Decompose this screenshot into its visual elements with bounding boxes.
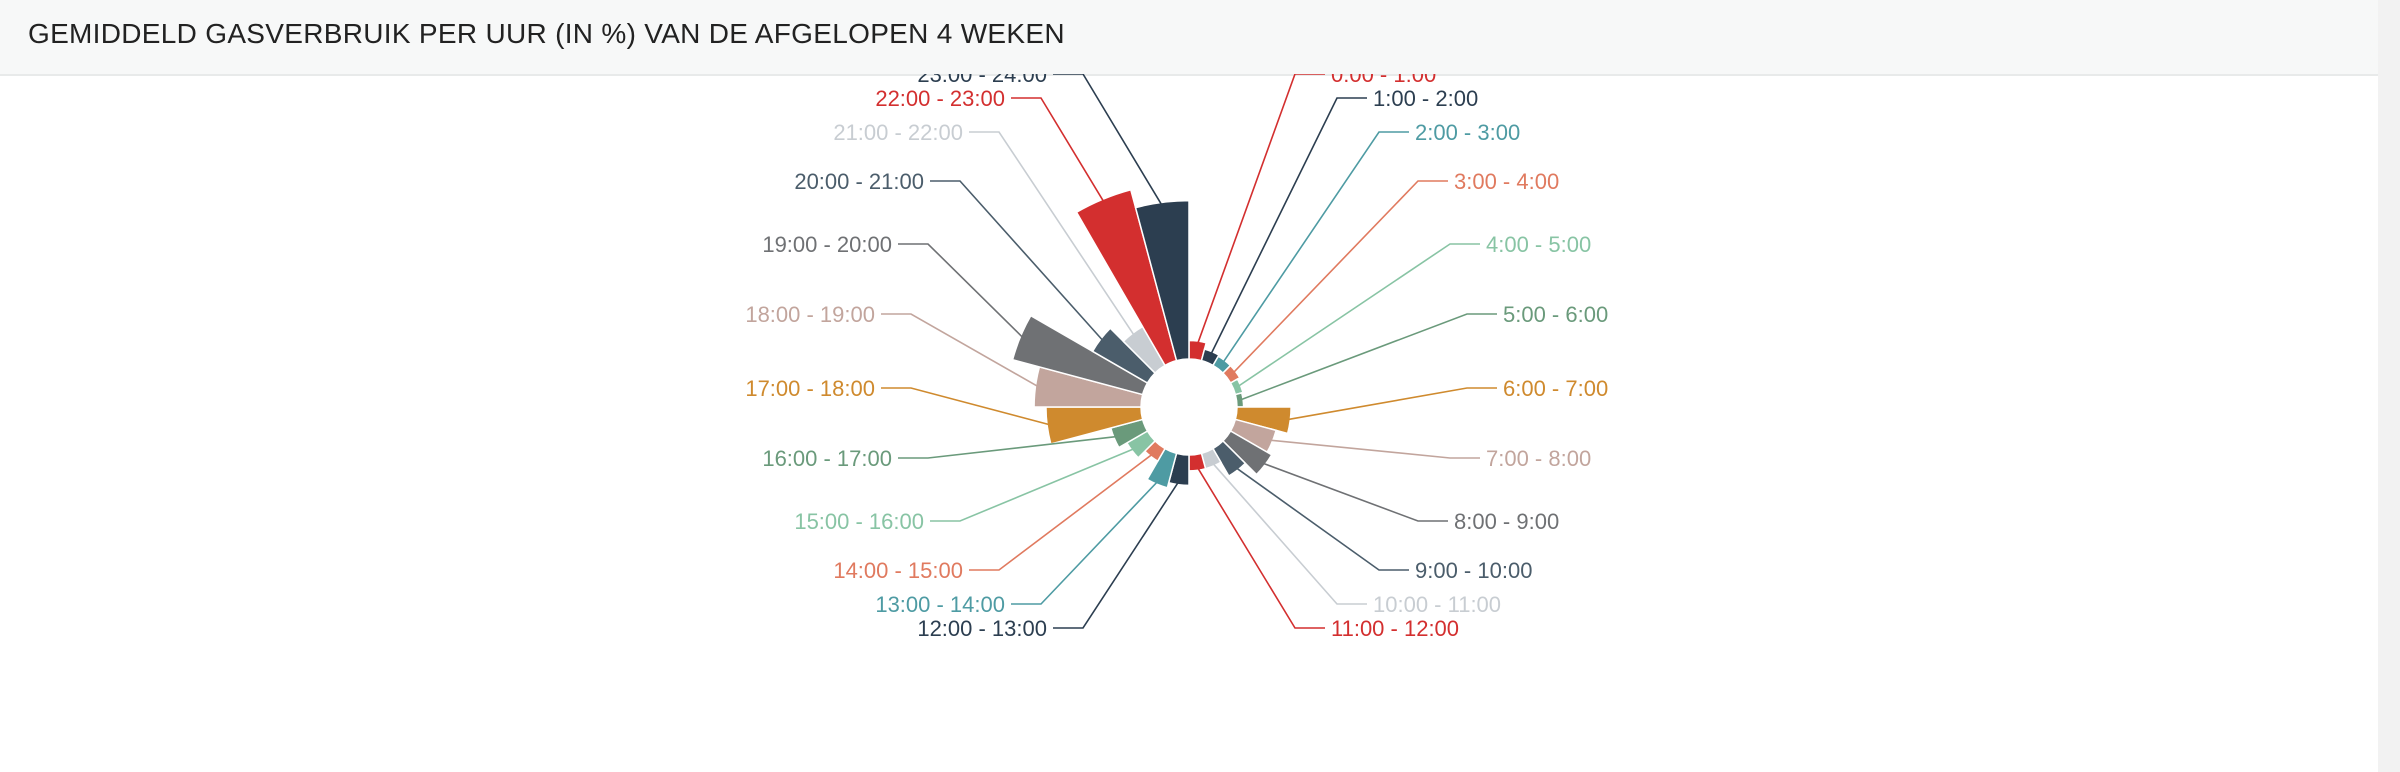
leader-line-14 xyxy=(969,452,1154,571)
leader-line-9 xyxy=(1234,466,1409,571)
leader-line-20 xyxy=(930,180,1105,343)
slice-label-0: 0:00 - 1:00 xyxy=(1331,74,1436,87)
leader-line-6 xyxy=(1286,387,1497,421)
leader-line-17 xyxy=(881,387,1052,426)
slice-19[interactable] xyxy=(1011,314,1149,396)
slice-label-21: 21:00 - 22:00 xyxy=(833,120,963,145)
leader-line-2 xyxy=(1221,131,1409,365)
slice-label-11: 11:00 - 12:00 xyxy=(1331,616,1459,641)
slice-label-14: 14:00 - 15:00 xyxy=(833,558,963,583)
slice-22[interactable] xyxy=(1075,188,1178,367)
slice-label-17: 17:00 - 18:00 xyxy=(745,376,875,401)
leader-line-16 xyxy=(898,435,1118,459)
panel-header: GEMIDDELD GASVERBRUIK PER UUR (IN %) VAN… xyxy=(0,0,2378,76)
slice-label-19: 19:00 - 20:00 xyxy=(762,232,892,257)
leader-line-5 xyxy=(1238,313,1497,402)
leader-line-15 xyxy=(930,447,1136,522)
leader-line-11 xyxy=(1196,465,1325,629)
slice-label-22: 22:00 - 23:00 xyxy=(875,86,1005,111)
slice-9[interactable] xyxy=(1211,439,1247,478)
slice-label-7: 7:00 - 8:00 xyxy=(1486,446,1591,471)
slice-label-1: 1:00 - 2:00 xyxy=(1373,86,1478,111)
slice-13[interactable] xyxy=(1146,447,1178,489)
slice-label-8: 8:00 - 9:00 xyxy=(1454,509,1559,534)
slice-label-13: 13:00 - 14:00 xyxy=(875,592,1005,617)
leader-line-1 xyxy=(1209,97,1367,356)
leader-line-21 xyxy=(969,131,1136,337)
slice-label-5: 5:00 - 6:00 xyxy=(1503,302,1608,327)
slice-label-6: 6:00 - 7:00 xyxy=(1503,376,1608,401)
slice-label-20: 20:00 - 21:00 xyxy=(794,169,924,194)
slice-label-3: 3:00 - 4:00 xyxy=(1454,169,1559,194)
slice-6[interactable] xyxy=(1234,406,1292,435)
labels: 0:00 - 1:001:00 - 2:00 2:00 - 3:00 3:00 - … xyxy=(745,74,1608,641)
slice-3[interactable] xyxy=(1221,364,1241,385)
scrollbar[interactable] xyxy=(2378,0,2400,772)
leader-line-23 xyxy=(1053,74,1164,207)
slice-label-2: 2:00 - 3:00 xyxy=(1415,120,1520,145)
slice-label-18: 18:00 - 19:00 xyxy=(745,302,875,327)
polar-chart: 0:00 - 1:001:00 - 2:00 2:00 - 3:00 3:00 - … xyxy=(745,74,1608,641)
slice-0[interactable] xyxy=(1188,339,1208,362)
leader-line-13 xyxy=(1011,480,1160,605)
slice-label-4: 4:00 - 5:00 xyxy=(1486,232,1591,257)
leader-lines xyxy=(881,74,1497,629)
leader-line-3 xyxy=(1231,180,1448,375)
slice-label-15: 15:00 - 16:00 xyxy=(794,509,924,534)
slice-23[interactable] xyxy=(1134,199,1190,362)
slice-label-16: 16:00 - 17:00 xyxy=(762,446,892,471)
leader-line-22 xyxy=(1011,97,1106,204)
leader-line-7 xyxy=(1268,439,1480,459)
page-title: GEMIDDELD GASVERBRUIK PER UUR (IN %) VAN… xyxy=(28,18,1065,49)
leader-line-12 xyxy=(1053,480,1180,629)
slice-20[interactable] xyxy=(1091,327,1157,385)
slice-label-12: 12:00 - 13:00 xyxy=(917,616,1047,641)
slice-label-10: 10:00 - 11:00 xyxy=(1373,592,1501,617)
slices xyxy=(1011,188,1292,489)
slice-label-9: 9:00 - 10:00 xyxy=(1415,558,1532,583)
leader-line-18 xyxy=(881,313,1040,388)
leader-line-10 xyxy=(1211,461,1367,605)
leader-line-0 xyxy=(1196,74,1325,346)
slice-label-23: 23:00 - 24:00 xyxy=(917,74,1047,87)
leader-line-19 xyxy=(898,243,1025,340)
slice-8[interactable] xyxy=(1221,429,1273,476)
leader-line-8 xyxy=(1261,461,1448,522)
leader-line-4 xyxy=(1236,243,1480,388)
